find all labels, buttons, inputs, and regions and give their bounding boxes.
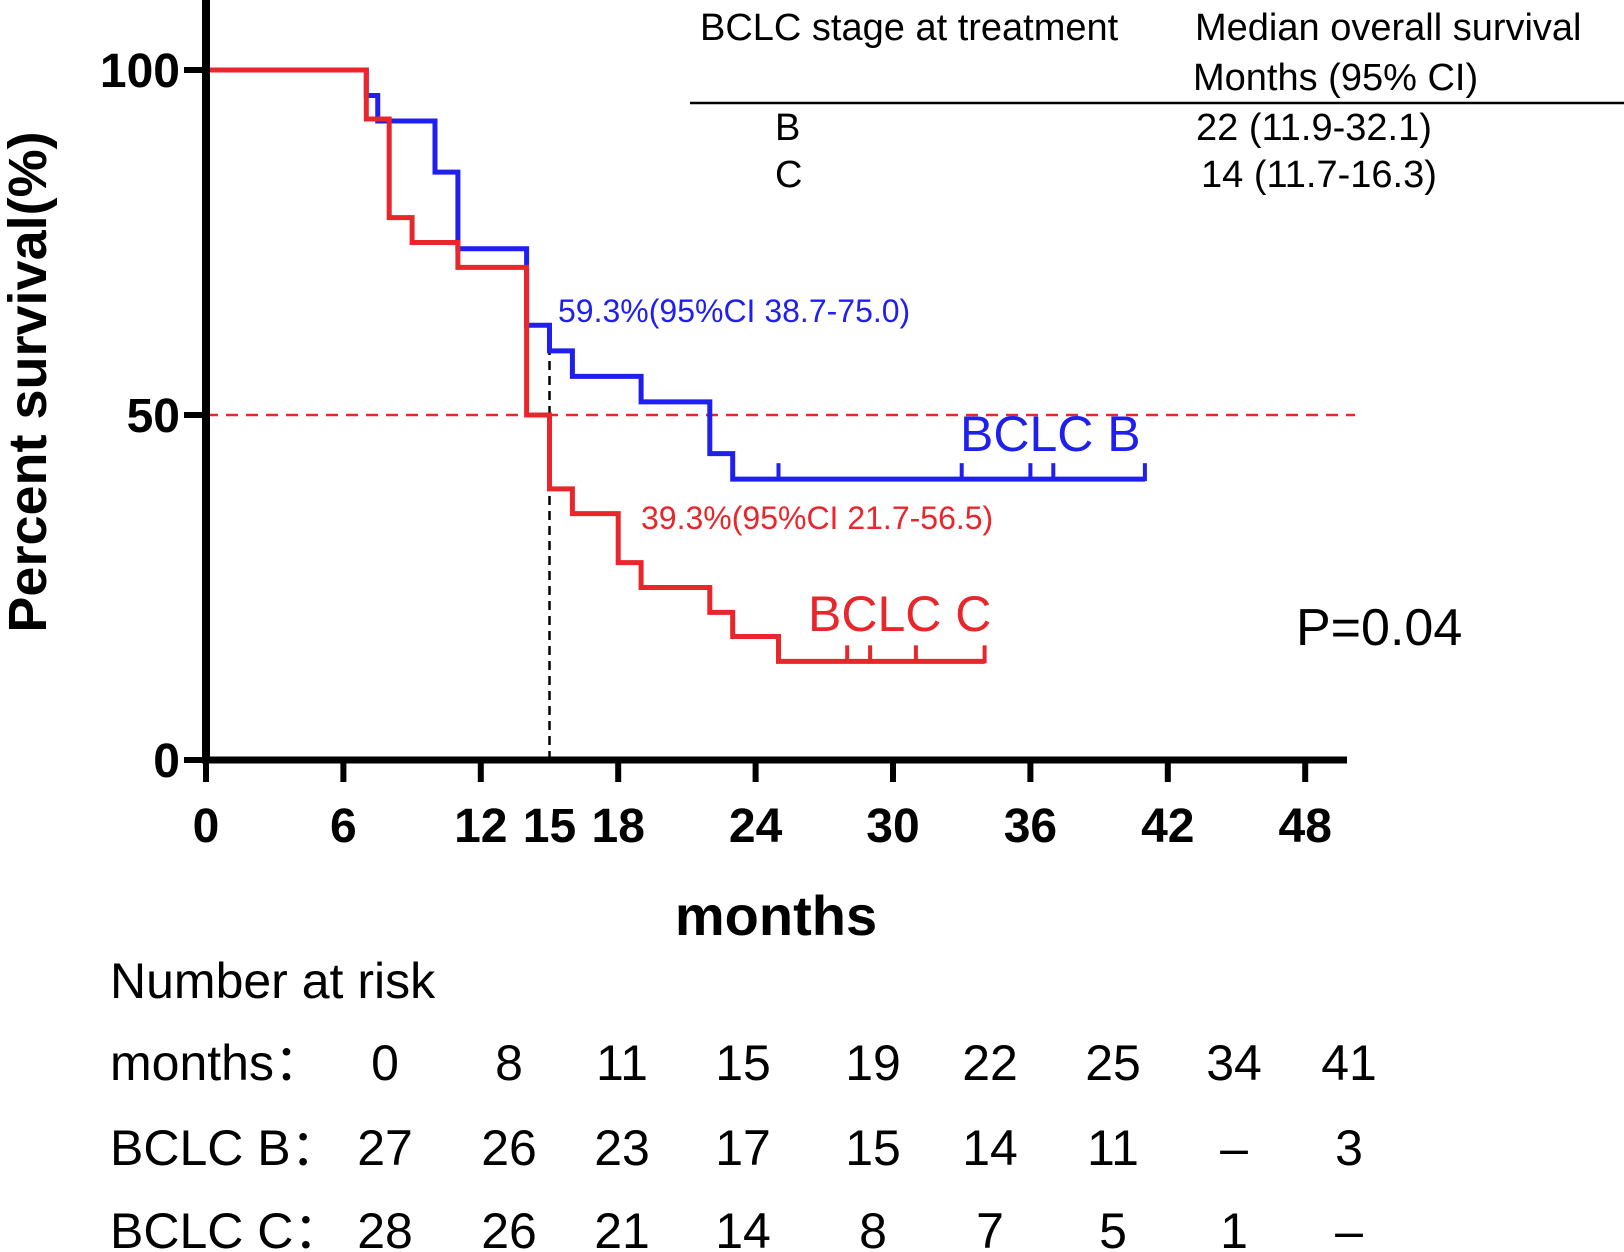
y-tick-label: 0 (153, 735, 180, 788)
risk-table-month: 22 (962, 1035, 1018, 1091)
bclc-c-label: BCLC C (808, 586, 991, 642)
median-table-stage: B (775, 107, 800, 149)
x-tick-label: 6 (330, 800, 357, 853)
median-table-header-survival: Median overall survival (1195, 7, 1582, 49)
risk-table-value: 1 (1220, 1203, 1248, 1252)
x-tick-label-highlight: 15 (523, 800, 576, 853)
x-tick-label: 48 (1279, 800, 1332, 853)
risk-table-value: 15 (845, 1120, 901, 1176)
risk-table-value: 26 (481, 1203, 537, 1252)
x-tick-label: 24 (729, 800, 783, 853)
risk-table-value: 26 (481, 1120, 537, 1176)
median-table-header-ci: Months (95% CI) (1193, 57, 1478, 99)
risk-table-months-label: months： (110, 1035, 324, 1091)
median-table-stage: C (775, 154, 802, 196)
risk-table-month: 25 (1085, 1035, 1141, 1091)
median-table-header-stage: BCLC stage at treatment (700, 7, 1119, 49)
risk-table-row-label: BCLC C： (110, 1203, 343, 1252)
x-tick-label: 42 (1141, 800, 1194, 853)
risk-table-month: 34 (1206, 1035, 1262, 1091)
bclc-b-annotation: 59.3%(95%CI 38.7-75.0) (558, 293, 910, 329)
risk-table-value: 11 (1087, 1120, 1139, 1176)
median-table-value: 22 (11.9-32.1) (1196, 107, 1432, 149)
risk-table-month: 11 (596, 1035, 648, 1091)
risk-table-title: Number at risk (110, 953, 436, 1009)
risk-table-value: 21 (594, 1203, 650, 1252)
bclc-c-annotation: 39.3%(95%CI 21.7-56.5) (641, 500, 993, 536)
risk-table-month: 15 (715, 1035, 771, 1091)
risk-table-month: 8 (495, 1035, 523, 1091)
risk-table-value: 27 (357, 1120, 413, 1176)
y-tick-label: 100 (100, 45, 180, 98)
bclc-b-survival-curve (206, 67, 1145, 482)
y-axis-label: Percent survival(%) (0, 131, 58, 632)
risk-table-value: 14 (715, 1203, 771, 1252)
x-axis-label: months (675, 884, 877, 947)
median-table-value: 14 (11.7-16.3) (1201, 154, 1437, 196)
risk-table-value: – (1220, 1120, 1248, 1176)
risk-table-month: 41 (1321, 1035, 1377, 1091)
y-tick-label: 50 (127, 390, 180, 443)
risk-table-value: 17 (715, 1120, 771, 1176)
risk-table-value: 3 (1335, 1120, 1363, 1176)
x-tick-label: 30 (866, 800, 919, 853)
risk-table-month: 19 (845, 1035, 901, 1091)
x-tick-label: 12 (454, 800, 507, 853)
risk-table-value: 23 (594, 1120, 650, 1176)
risk-table-value: – (1335, 1203, 1363, 1252)
x-tick-label: 18 (592, 800, 645, 853)
risk-table-month: 0 (371, 1035, 399, 1091)
risk-table-value: 14 (962, 1120, 1018, 1176)
bclc-c-survival-curve (206, 67, 985, 664)
x-tick-label: 0 (193, 800, 220, 853)
risk-table-value: 5 (1099, 1203, 1127, 1252)
risk-table-value: 7 (976, 1203, 1004, 1252)
x-tick-label: 36 (1004, 800, 1057, 853)
risk-table-row-label: BCLC B： (110, 1120, 341, 1176)
risk-table-value: 28 (357, 1203, 413, 1252)
p-value: P=0.04 (1296, 599, 1462, 657)
risk-table-value: 8 (859, 1203, 887, 1252)
bclc-b-label: BCLC B (960, 406, 1141, 462)
